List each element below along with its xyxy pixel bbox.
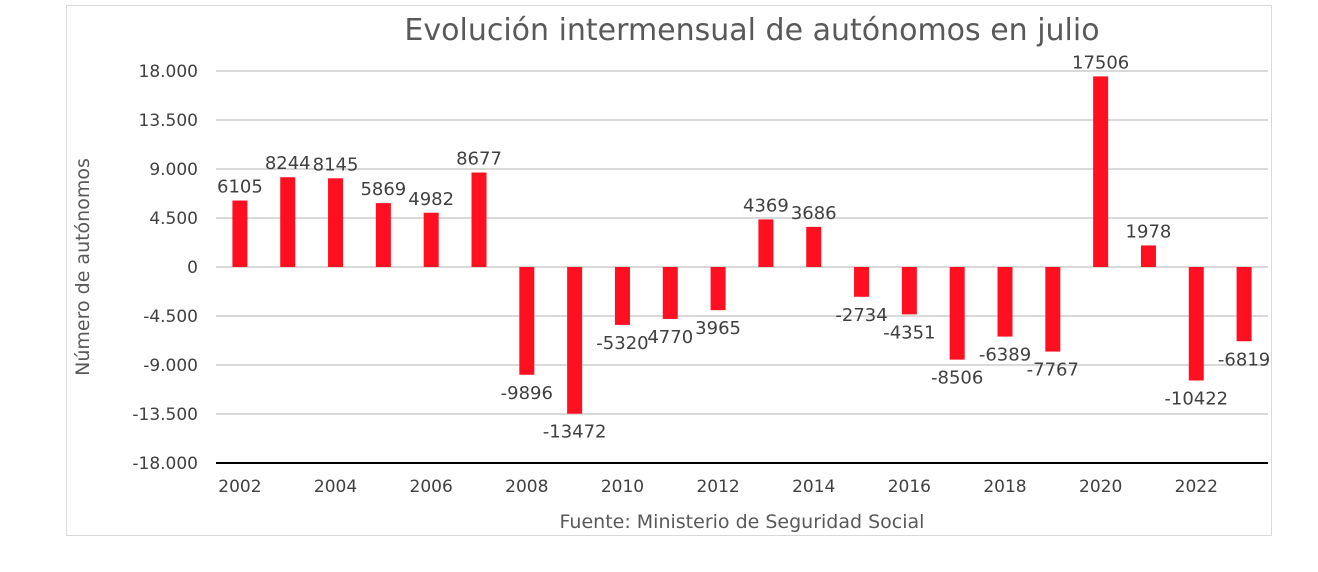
x-tick-label: 2002	[218, 477, 261, 497]
bar	[1045, 267, 1061, 352]
x-tick-label: 2008	[505, 477, 548, 497]
data-label: 4982	[408, 189, 454, 210]
data-label: 6105	[217, 177, 263, 198]
bar	[280, 177, 296, 267]
y-tick-label: -9.000	[143, 356, 198, 376]
data-label: -13472	[543, 422, 607, 443]
y-tick-label: 4.500	[149, 209, 198, 229]
source-note: Fuente: Ministerio de Seguridad Social	[560, 511, 925, 533]
bar	[1093, 76, 1109, 267]
bars	[232, 76, 1252, 414]
bar	[567, 267, 583, 414]
bar	[710, 267, 726, 311]
y-tick-label: 13.500	[139, 111, 198, 131]
data-label: 3686	[791, 203, 837, 224]
data-label: 8677	[456, 149, 502, 170]
data-label: -8506	[931, 368, 983, 389]
x-axis-ticks: 2002 2004 2006 2008 2010 2012 2014 2016 2018 2020…	[218, 477, 1218, 497]
bar	[949, 267, 965, 360]
bar	[997, 267, 1013, 337]
data-label: -7767	[1027, 360, 1079, 381]
data-label: 8145	[313, 154, 359, 175]
data-label: -6389	[979, 345, 1031, 366]
x-tick-label: 2012	[696, 477, 739, 497]
data-label: 4369	[743, 195, 789, 216]
x-tick-label: 2014	[792, 477, 835, 497]
data-label: 3965	[695, 318, 741, 339]
bar	[232, 200, 248, 267]
data-label: 1978	[1126, 221, 1172, 242]
chart-title: Evolución intermensual de autónomos en j…	[404, 13, 1099, 48]
x-tick-label: 2016	[888, 477, 931, 497]
x-tick-label: 2018	[983, 477, 1026, 497]
y-tick-label: 0	[187, 258, 198, 278]
bar	[901, 267, 917, 315]
bar	[519, 267, 535, 375]
y-axis-label: Número de autónomos	[72, 158, 94, 376]
x-tick-label: 2020	[1079, 477, 1122, 497]
bar	[328, 178, 344, 267]
bar	[806, 226, 822, 267]
bar	[423, 212, 439, 267]
data-label: 5869	[360, 179, 406, 200]
y-tick-label: -13.500	[132, 405, 198, 425]
data-label: 4770	[647, 327, 693, 348]
data-label: -2734	[835, 305, 887, 326]
data-label: -6819	[1218, 349, 1270, 370]
x-tick-label: 2004	[314, 477, 357, 497]
data-label: -9896	[501, 383, 553, 404]
y-tick-label: -4.500	[143, 307, 198, 327]
bar	[1188, 267, 1204, 381]
data-label: -4351	[883, 322, 935, 343]
bar	[662, 267, 678, 319]
bar	[471, 172, 487, 267]
x-tick-label: 2022	[1175, 477, 1218, 497]
data-label: 17506	[1072, 52, 1129, 73]
data-label: 8244	[265, 153, 311, 174]
bar	[375, 203, 391, 267]
y-tick-label: -18.000	[132, 454, 198, 474]
bar	[1140, 245, 1156, 267]
y-tick-label: 18.000	[139, 62, 198, 82]
data-label: -10422	[1164, 388, 1228, 409]
gridlines	[216, 70, 1268, 415]
x-tick-label: 2006	[410, 477, 453, 497]
bar	[758, 219, 774, 267]
data-label: -5320	[596, 333, 648, 354]
bar	[1236, 267, 1252, 342]
bar	[854, 267, 870, 297]
x-tick-label: 2010	[601, 477, 644, 497]
y-tick-label: 9.000	[149, 160, 198, 180]
y-axis-ticks: 18.000 13.500 9.000 4.500 0 -4.500 -9.000 -13.5…	[132, 62, 198, 474]
bar	[614, 267, 630, 325]
